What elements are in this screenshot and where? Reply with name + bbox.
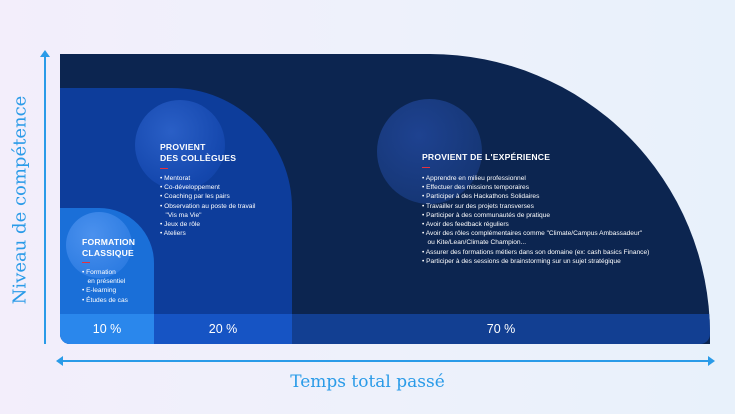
- experience-circle-decor: [377, 99, 482, 204]
- percent-bar: 10 % 20 % 70 %: [60, 314, 710, 344]
- classique-title: FORMATION CLASSIQUE: [82, 237, 135, 259]
- collegues-title-line-2: DES COLLÈGUES: [160, 153, 237, 163]
- list-item: • Effectuer des missions temporaires: [422, 184, 529, 192]
- list-item: • Études de cas: [82, 296, 128, 304]
- experience-dash: [422, 167, 430, 169]
- list-item: • Avoir des rôles complémentaires comme …: [422, 230, 643, 238]
- experience-title: PROVIENT DE L'EXPÉRIENCE: [422, 152, 550, 163]
- classique-list: • Formation en présentiel • E-learning •…: [82, 268, 128, 305]
- y-axis-label: Niveau de compétence: [9, 95, 31, 305]
- list-item: • Participer à des sessions de brainstor…: [422, 257, 621, 265]
- experience-title-line-1: PROVIENT DE L'EXPÉRIENCE: [422, 152, 551, 162]
- x-axis-arrow-right: [708, 356, 715, 366]
- list-item: • Ateliers: [160, 230, 186, 238]
- list-item: • Observation au poste de travail: [160, 202, 256, 210]
- list-item: ou Kite/Lean/Climate Champion...: [422, 239, 527, 247]
- list-item: • Participer à des Hackathons Solidaires: [422, 193, 540, 201]
- experience-list: • Apprendre en milieu professionnel • Ef…: [422, 174, 649, 266]
- collegues-list: • Mentorat • Co-développement • Coaching…: [160, 174, 255, 238]
- list-item: • Participer à des communautés de pratiq…: [422, 211, 551, 219]
- list-item: • Mentorat: [160, 175, 191, 182]
- list-item: • Coaching par les pairs: [160, 193, 230, 201]
- list-item: "Vis ma Vie": [160, 211, 202, 219]
- list-item: • Assurer des formations métiers dans so…: [422, 248, 650, 256]
- x-axis-label: Temps total passé: [290, 372, 445, 392]
- list-item: • Jeux de rôle: [160, 221, 201, 229]
- collegues-circle-decor: [135, 100, 225, 190]
- classique-title-line-1: FORMATION: [82, 237, 136, 247]
- collegues-title: PROVIENT DES COLLÈGUES: [160, 142, 236, 164]
- competence-diagram: PROVIENT DES COLLÈGUES • Mentorat • Co-d…: [60, 54, 710, 344]
- percent-collegues: 20 %: [154, 314, 292, 344]
- classique-circle-decor: [66, 212, 132, 278]
- collegues-title-line-1: PROVIENT: [160, 142, 206, 152]
- classique-dash: [82, 262, 90, 264]
- list-item: • Formation: [82, 269, 116, 276]
- list-item: en présentiel: [82, 278, 126, 286]
- collegues-dash: [160, 168, 168, 170]
- x-axis-line: [60, 360, 710, 362]
- classique-title-line-2: CLASSIQUE: [82, 248, 134, 258]
- list-item: • Travailler sur des projets transverses: [422, 202, 534, 210]
- percent-experience: 70 %: [292, 314, 710, 344]
- list-item: • Co-développement: [160, 184, 220, 192]
- x-axis-arrow-left: [56, 356, 63, 366]
- list-item: • E-learning: [82, 287, 117, 295]
- y-axis-line: [44, 54, 46, 344]
- list-item: • Avoir des feedback réguliers: [422, 221, 509, 229]
- percent-classique: 10 %: [60, 314, 154, 344]
- list-item: • Apprendre en milieu professionnel: [422, 175, 526, 182]
- y-axis-arrow: [40, 50, 50, 57]
